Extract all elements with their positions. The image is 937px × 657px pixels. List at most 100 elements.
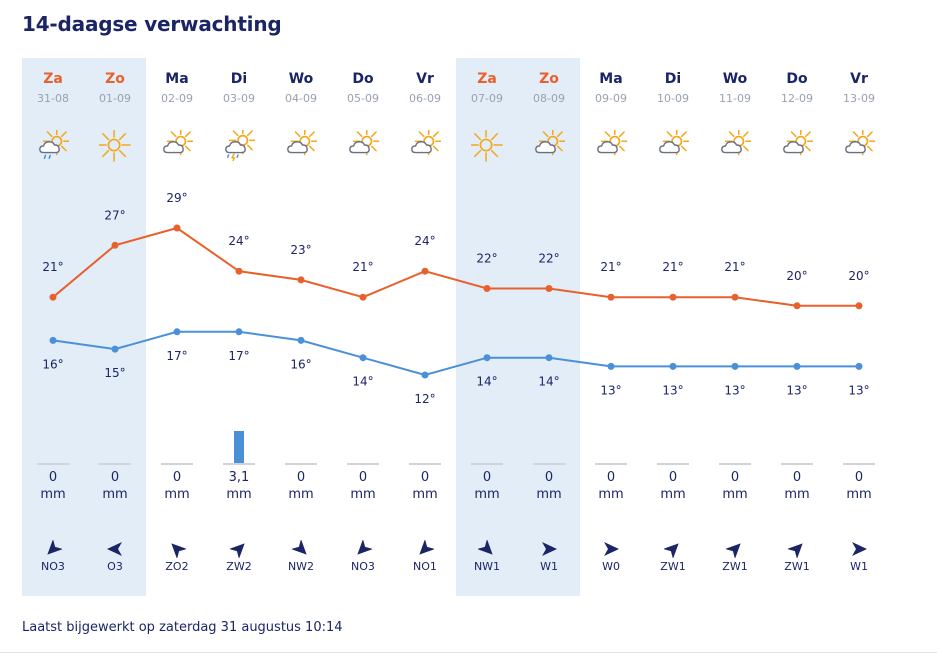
wind-label: W0 <box>602 560 620 573</box>
rain-baseline <box>347 463 379 465</box>
day-name: Za <box>43 71 63 87</box>
day-column: Ma 02-09 0 mm ZO2 <box>146 58 208 596</box>
rain-amount: 0 <box>172 470 182 485</box>
wind-label: ZW1 <box>660 560 686 573</box>
wind-label: O3 <box>107 560 123 573</box>
rain-unit: mm <box>40 487 66 502</box>
wind-direction-icon <box>168 540 187 559</box>
wind-direction-icon <box>291 539 310 558</box>
day-name: Vr <box>850 71 868 87</box>
wind-direction-icon <box>787 540 806 559</box>
partly-cloudy-icon <box>347 127 381 162</box>
rain-baseline <box>409 463 441 465</box>
rain-amount: 3,1 <box>228 470 250 485</box>
day-name: Ma <box>165 71 189 87</box>
day-column: Vr 13-09 0 mm W1 <box>828 58 890 596</box>
rain-amount: 0 <box>358 470 368 485</box>
rain-unit: mm <box>722 487 748 502</box>
partly-cloudy-icon <box>533 127 567 162</box>
rain-unit: mm <box>784 487 810 502</box>
wind-label: NW2 <box>287 560 315 573</box>
day-date: 31-08 <box>37 92 69 105</box>
day-name: Zo <box>105 71 125 87</box>
rain-amount: 0 <box>544 470 554 485</box>
day-date: 03-09 <box>223 92 255 105</box>
partly-cloudy-icon <box>161 127 195 162</box>
page-title: 14-daagse verwachting <box>22 12 282 36</box>
day-column: Wo 04-09 0 mm NW2 <box>270 58 332 596</box>
rain-unit: mm <box>226 487 252 502</box>
rain-baseline <box>37 463 69 465</box>
partly-cloudy-icon <box>409 127 443 162</box>
rain-baseline <box>719 463 751 465</box>
rain-unit: mm <box>412 487 438 502</box>
wind-direction-icon <box>850 540 868 558</box>
wind-direction-icon <box>416 539 435 558</box>
rain-amount: 0 <box>110 470 120 485</box>
rain-baseline <box>285 463 317 465</box>
partly-cloudy-icon <box>285 127 319 162</box>
partly-cloudy-icon <box>781 127 815 162</box>
last-updated-text: Laatst bijgewerkt op zaterdag 31 augustu… <box>22 620 343 635</box>
day-column: Za 31-08 0 mm NO3 <box>22 58 84 596</box>
day-column: Zo 08-09 0 mm W1 <box>518 58 580 596</box>
rain-baseline <box>781 463 813 465</box>
rain-unit: mm <box>474 487 500 502</box>
wind-label: ZW1 <box>784 560 810 573</box>
day-name: Zo <box>539 71 559 87</box>
rain-baseline <box>471 463 503 465</box>
rain-amount: 0 <box>482 470 492 485</box>
rain-amount: 0 <box>296 470 306 485</box>
day-date: 06-09 <box>409 92 441 105</box>
day-date: 05-09 <box>347 92 379 105</box>
wind-direction-icon <box>663 540 682 559</box>
rain-bar <box>234 431 244 463</box>
rain-baseline <box>843 463 875 465</box>
wind-label: W1 <box>850 560 868 573</box>
day-date: 08-09 <box>533 92 565 105</box>
wind-label: ZW1 <box>722 560 748 573</box>
rain-unit: mm <box>102 487 128 502</box>
rain-amount: 0 <box>730 470 740 485</box>
wind-direction-icon <box>44 539 63 558</box>
wind-direction-icon <box>725 540 744 559</box>
rain-baseline <box>657 463 689 465</box>
sun-icon <box>469 128 503 162</box>
day-date: 13-09 <box>843 92 875 105</box>
rain-baseline <box>533 463 565 465</box>
day-column: Za 07-09 0 mm NW1 <box>456 58 518 596</box>
rain-amount: 0 <box>792 470 802 485</box>
day-date: 02-09 <box>161 92 193 105</box>
day-column: Wo 11-09 0 mm ZW1 <box>704 58 766 596</box>
day-date: 07-09 <box>471 92 503 105</box>
rain-unit: mm <box>288 487 314 502</box>
rain-unit: mm <box>536 487 562 502</box>
day-name: Di <box>230 71 248 87</box>
day-date: 10-09 <box>657 92 689 105</box>
rain-amount: 0 <box>48 470 58 485</box>
rain-amount: 0 <box>420 470 430 485</box>
wind-direction-icon <box>477 539 496 558</box>
rain-unit: mm <box>164 487 190 502</box>
wind-label: NO1 <box>413 560 437 573</box>
day-date: 11-09 <box>719 92 751 105</box>
partly-cloudy-icon <box>843 127 877 162</box>
wind-label: ZO2 <box>165 560 189 573</box>
day-column: Vr 06-09 0 mm NO1 <box>394 58 456 596</box>
wind-direction-icon <box>229 540 248 559</box>
wind-direction-icon <box>540 540 558 558</box>
rain-baseline <box>595 463 627 465</box>
day-name: Ma <box>599 71 623 87</box>
day-column: Do 12-09 0 mm ZW1 <box>766 58 828 596</box>
wind-label: NO3 <box>41 560 65 573</box>
day-name: Vr <box>416 71 434 87</box>
rain-baseline <box>161 463 193 465</box>
day-column: Zo 01-09 0 mm O3 <box>84 58 146 596</box>
rain-amount: 0 <box>854 470 864 485</box>
day-name: Do <box>786 71 808 87</box>
day-name: Do <box>352 71 374 87</box>
day-column: Di 03-09 3,1 mm ZW2 <box>208 58 270 596</box>
rain-unit: mm <box>846 487 872 502</box>
day-column: Di 10-09 0 mm ZW1 <box>642 58 704 596</box>
rain-amount: 0 <box>668 470 678 485</box>
